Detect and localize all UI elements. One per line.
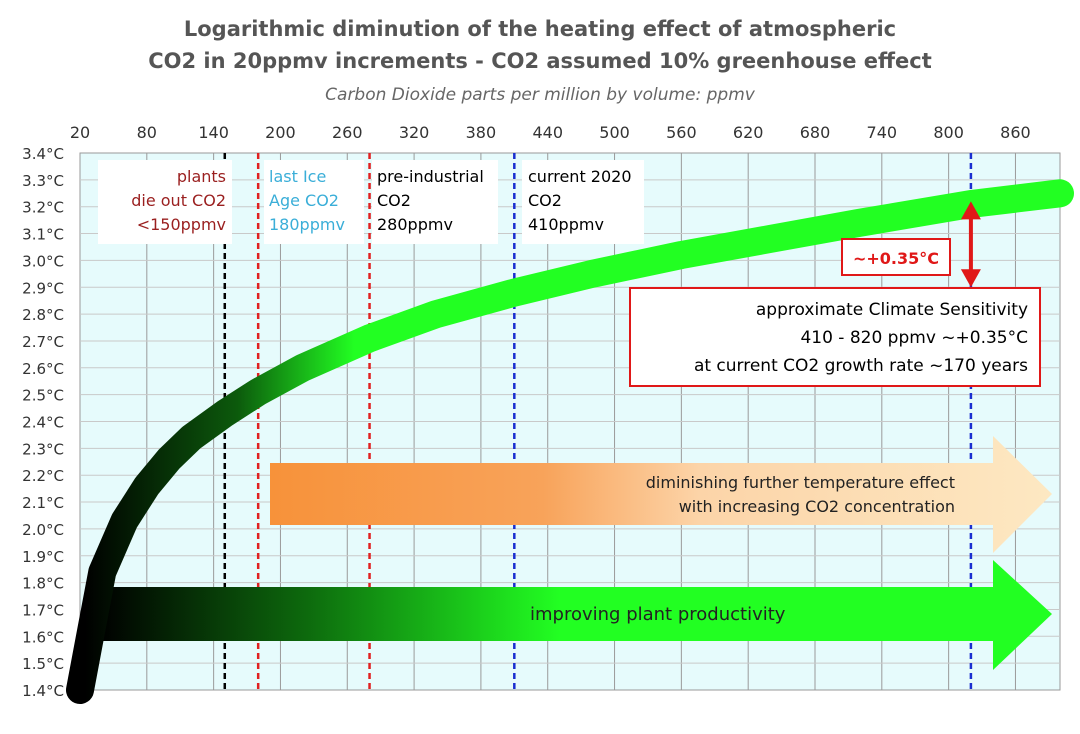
marker-pre-line3: 280ppmv bbox=[377, 215, 453, 234]
x-tick-label: 560 bbox=[666, 123, 697, 142]
y-tick-label: 2.3°C bbox=[22, 440, 64, 458]
green-arrow: improving plant productivity bbox=[100, 560, 1052, 670]
y-tick-label: 2.7°C bbox=[22, 333, 64, 351]
y-tick-label: 1.6°C bbox=[22, 628, 64, 646]
sensitivity-arrow-head-up bbox=[960, 201, 981, 220]
x-tick-label: 740 bbox=[867, 123, 898, 142]
y-tick-label: 2.6°C bbox=[22, 360, 64, 378]
y-tick-label: 3.4°C bbox=[22, 145, 64, 163]
sensitivity-annotation: ~+0.35°C approximate Climate Sensitivity… bbox=[629, 201, 1041, 387]
green-arrow-label: improving plant productivity bbox=[530, 604, 786, 625]
heating-effect-curve bbox=[66, 179, 1074, 704]
marker-ice-line1: last Ice bbox=[269, 167, 326, 186]
y-tick-label: 2.5°C bbox=[22, 387, 64, 405]
y-tick-labels: 3.4°C 3.3°C 3.2°C 3.1°C 3.0°C 2.9°C 2.8°C 2.7°C… bbox=[22, 145, 64, 700]
chart-title-line2: CO2 in 20ppmv increments - CO2 assumed 1… bbox=[148, 49, 932, 73]
y-tick-label: 1.8°C bbox=[22, 575, 64, 593]
sensitivity-box-line1: approximate Climate Sensitivity bbox=[756, 300, 1028, 320]
x-axis-label: Carbon Dioxide parts per million by volu… bbox=[325, 85, 756, 105]
marker-current-line1: current 2020 bbox=[528, 167, 632, 186]
sensitivity-arrow-head-down bbox=[960, 269, 981, 288]
y-tick-label: 3.3°C bbox=[22, 172, 64, 190]
marker-label-ice-age: last Ice Age CO2 180ppmv bbox=[264, 160, 364, 244]
marker-pre-line1: pre-industrial bbox=[377, 167, 484, 186]
x-tick-label: 620 bbox=[733, 123, 764, 142]
y-tick-label: 1.9°C bbox=[22, 548, 64, 566]
orange-arrow: diminishing further temperature effect w… bbox=[270, 436, 1052, 553]
marker-label-pre-industrial: pre-industrial CO2 280ppmv bbox=[372, 160, 498, 244]
y-tick-label: 2.1°C bbox=[22, 494, 64, 512]
orange-arrow-line2: with increasing CO2 concentration bbox=[679, 497, 955, 516]
y-tick-label: 1.7°C bbox=[22, 601, 64, 619]
y-tick-label: 1.4°C bbox=[22, 682, 64, 700]
y-tick-label: 3.2°C bbox=[22, 199, 64, 217]
marker-plants-line3: <150ppmv bbox=[137, 215, 226, 234]
marker-ice-line3: 180ppmv bbox=[269, 215, 345, 234]
x-tick-label: 20 bbox=[70, 123, 90, 142]
y-tick-label: 3.0°C bbox=[22, 252, 64, 270]
x-tick-label: 80 bbox=[137, 123, 157, 142]
marker-pre-line2: CO2 bbox=[377, 191, 411, 210]
marker-plants-line2: die out CO2 bbox=[131, 191, 226, 210]
orange-arrow-line1: diminishing further temperature effect bbox=[646, 473, 955, 492]
x-tick-label: 200 bbox=[265, 123, 296, 142]
marker-label-plants: plants die out CO2 <150ppmv bbox=[98, 160, 232, 244]
y-tick-label: 2.9°C bbox=[22, 279, 64, 297]
y-tick-label: 1.5°C bbox=[22, 655, 64, 673]
y-tick-label: 2.0°C bbox=[22, 521, 64, 539]
marker-current-line3: 410ppmv bbox=[528, 215, 604, 234]
sensitivity-label: ~+0.35°C bbox=[853, 249, 939, 268]
x-tick-label: 140 bbox=[198, 123, 229, 142]
x-tick-label: 500 bbox=[599, 123, 630, 142]
x-tick-labels: 20 80 140 200 260 320 380 440 500 560 620 680 740 800… bbox=[70, 123, 1031, 142]
x-tick-label: 680 bbox=[800, 123, 831, 142]
y-tick-label: 3.1°C bbox=[22, 226, 64, 244]
sensitivity-box-line2: 410 - 820 ppmv ~+0.35°C bbox=[800, 328, 1028, 348]
x-tick-label: 380 bbox=[466, 123, 497, 142]
marker-ice-line2: Age CO2 bbox=[269, 191, 339, 210]
marker-plants-line1: plants bbox=[177, 167, 226, 186]
x-tick-label: 800 bbox=[933, 123, 964, 142]
x-tick-label: 260 bbox=[332, 123, 363, 142]
x-tick-label: 320 bbox=[399, 123, 430, 142]
y-tick-label: 2.2°C bbox=[22, 467, 64, 485]
chart-title-line1: Logarithmic diminution of the heating ef… bbox=[184, 17, 896, 41]
x-tick-label: 860 bbox=[1000, 123, 1031, 142]
marker-label-current: current 2020 CO2 410ppmv bbox=[522, 160, 644, 244]
x-tick-label: 440 bbox=[532, 123, 563, 142]
y-tick-label: 2.8°C bbox=[22, 306, 64, 324]
sensitivity-box-line3: at current CO2 growth rate ~170 years bbox=[694, 356, 1028, 376]
marker-current-line2: CO2 bbox=[528, 191, 562, 210]
y-tick-label: 2.4°C bbox=[22, 414, 64, 432]
